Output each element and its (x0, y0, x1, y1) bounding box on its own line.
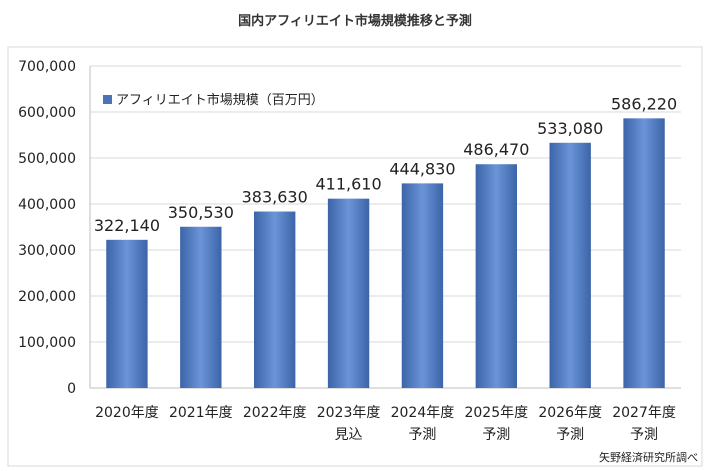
legend-label: アフィリエイト市場規模（百万円） (116, 92, 324, 108)
x-tick-label: 2025年度 (464, 405, 528, 421)
bar (106, 239, 148, 388)
x-tick-label: 2022年度 (243, 405, 307, 421)
data-label: 350,530 (168, 203, 234, 222)
x-tick-sublabel: 予測 (556, 427, 584, 443)
data-label: 383,630 (242, 188, 308, 207)
x-tick-label: 2027年度 (612, 405, 676, 421)
x-tick-sublabel: 予測 (408, 427, 436, 443)
y-tick-label: 200,000 (18, 289, 76, 305)
data-label: 444,830 (389, 159, 455, 178)
bar (180, 226, 222, 388)
bar (327, 198, 370, 388)
x-tick-label: 2023年度 (317, 405, 381, 421)
data-label: 322,140 (94, 216, 160, 235)
y-tick-label: 100,000 (18, 335, 76, 351)
data-label: 486,470 (463, 140, 529, 159)
y-tick-label: 0 (67, 381, 76, 397)
y-tick-label: 600,000 (18, 105, 76, 121)
x-tick-sublabel: 予測 (482, 427, 510, 443)
x-tick-label: 2021年度 (169, 405, 233, 421)
legend-swatch (103, 95, 112, 104)
plot-frame (7, 46, 703, 467)
x-tick-label: 2020年度 (95, 405, 159, 421)
chart-title: 国内アフィリエイト市場規模推移と予測 (238, 14, 472, 29)
x-tick-sublabel: 見込 (335, 427, 363, 443)
bar (623, 118, 665, 388)
y-tick-label: 700,000 (18, 59, 76, 75)
data-label: 533,080 (537, 119, 603, 138)
data-label: 586,220 (611, 94, 677, 113)
data-label: 411,610 (315, 175, 381, 194)
bar (254, 211, 296, 388)
x-tick-label: 2024年度 (391, 405, 455, 421)
legend: アフィリエイト市場規模（百万円） (103, 92, 324, 108)
bar (475, 164, 517, 388)
x-tick-label: 2026年度 (538, 405, 602, 421)
source-note: 矢野経済研究所調べ (599, 451, 698, 464)
y-tick-label: 400,000 (18, 197, 76, 213)
y-tick-label: 300,000 (18, 243, 76, 259)
bar (549, 142, 591, 388)
bar (401, 183, 444, 388)
y-tick-label: 500,000 (18, 151, 76, 167)
x-tick-sublabel: 予測 (630, 427, 658, 443)
